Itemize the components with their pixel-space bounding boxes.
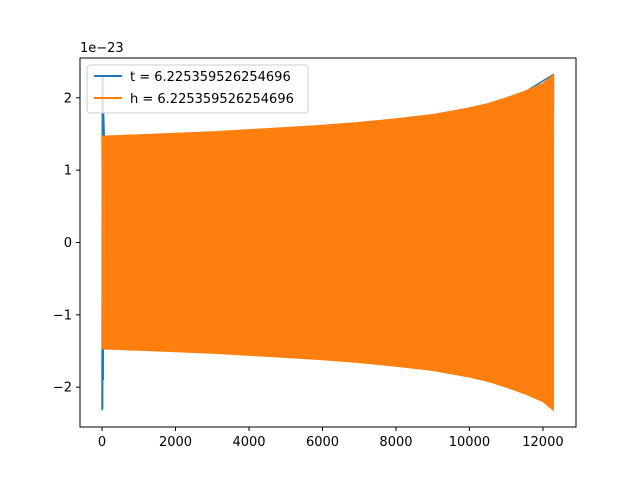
legend-label-t: t = 6.225359526254696 [130,70,291,85]
series-band-h [101,73,555,412]
y-tick-label: 2 [64,91,72,106]
y-tick-label: 1 [64,164,72,179]
legend-label-h: h = 6.225359526254696 [130,92,294,107]
x-tick-label: 0 [98,435,106,450]
y-tick-label: 0 [64,236,72,251]
x-tick-label: 10000 [449,435,490,450]
legend-box [86,64,309,114]
y-tick-label: −2 [53,381,72,396]
x-tick-label: 8000 [379,435,412,450]
legend: t = 6.225359526254696 h = 6.225359526254… [86,64,309,114]
y-axis-scale-label: 1e−23 [80,41,124,56]
x-tick-label: 2000 [159,435,192,450]
y-axis: 2 1 0 −1 −2 [53,91,80,396]
x-tick-label: 4000 [232,435,265,450]
x-tick-label: 6000 [306,435,339,450]
x-axis: 0 2000 4000 6000 8000 10000 12000 [98,427,564,450]
series-layer [101,73,555,412]
y-tick-label: −1 [53,308,72,323]
x-tick-label: 12000 [522,435,563,450]
